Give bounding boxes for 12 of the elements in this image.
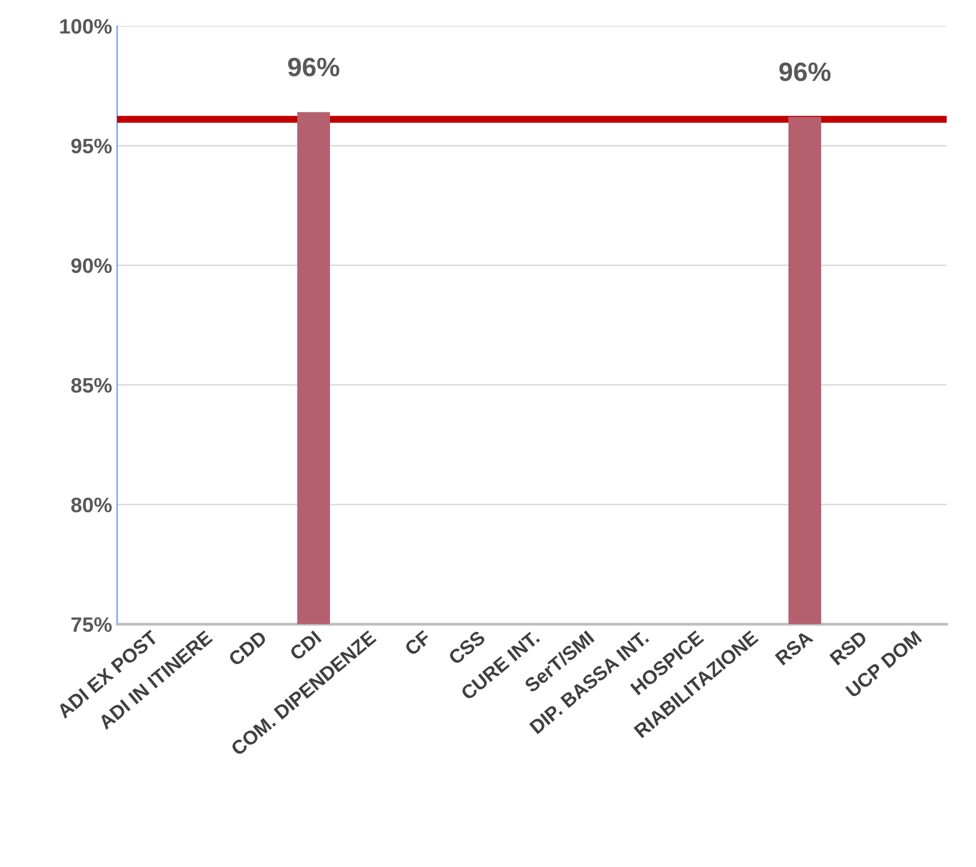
x-tick-label: CF (404, 630, 432, 656)
y-tick-label: 75% (71, 617, 112, 632)
data-label: 96% (779, 62, 831, 82)
y-tick-label: 90% (71, 258, 112, 274)
y-tick-label: 100% (60, 19, 112, 34)
x-tick-label: RSA (774, 630, 814, 666)
y-tick-label: 95% (71, 138, 112, 154)
data-label: 96% (288, 58, 340, 76)
x-tick-label: RSD (829, 630, 868, 666)
y-tick-label: 80% (71, 498, 112, 512)
x-tick-label: CDD (228, 630, 268, 667)
y-tick-label: 85% (71, 378, 112, 393)
